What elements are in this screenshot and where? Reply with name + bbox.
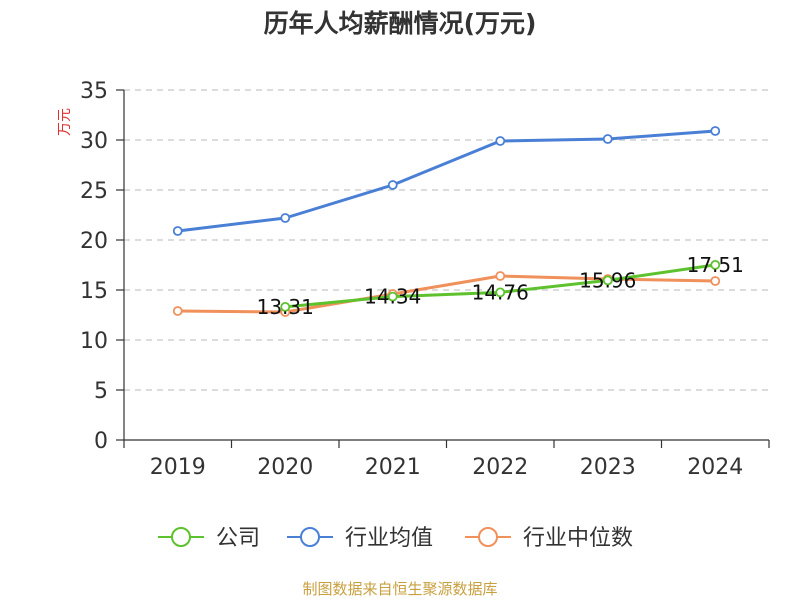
point-s1-2020[interactable] [280, 213, 291, 223]
y-tick-label-35: 35 [80, 79, 108, 104]
data-label-2020: 13.31 [257, 295, 314, 319]
point-s0-2022[interactable] [495, 287, 506, 298]
point-s2-2024[interactable] [710, 276, 721, 286]
y-tick-label-15: 15 [80, 279, 108, 304]
y-tick-label-0: 0 [94, 429, 108, 454]
data-labels: 13.31 14.34 14.76 15.96 17.51 [257, 253, 744, 319]
point-s1-2023[interactable] [602, 134, 613, 144]
legend-label-1: 行业均值 [345, 526, 433, 551]
grid-lines [124, 89, 769, 391]
point-s1-2022[interactable] [495, 136, 506, 146]
x-tick-label-2019: 2019 [150, 455, 206, 480]
point-s0-2021[interactable] [387, 291, 398, 302]
data-label-2023: 15.96 [579, 268, 636, 292]
legend-label-2: 行业中位数 [523, 526, 633, 551]
point-s1-2021[interactable] [387, 180, 398, 190]
data-label-2024: 17.51 [687, 253, 744, 277]
legend-item-2[interactable]: 行业中位数 [465, 526, 633, 551]
point-s0-2023[interactable] [602, 275, 613, 286]
legend-marker-2 [478, 527, 498, 547]
chart-title: 历年人均薪酬情况(万元) [264, 9, 537, 38]
point-s1-2019[interactable] [172, 226, 183, 236]
x-tick-label-2022: 2022 [472, 455, 528, 480]
series-line-2 [177, 274, 716, 314]
series-line-1 [177, 129, 716, 233]
y-tick-label-30: 30 [80, 129, 108, 154]
point-s1-2024[interactable] [710, 126, 721, 136]
y-axis-label: 万元 [57, 108, 73, 136]
point-s0-2020[interactable] [280, 301, 291, 312]
x-tick-label-2020: 2020 [257, 455, 313, 480]
y-tick-label-10: 10 [80, 329, 108, 354]
y-tick-label-5: 5 [94, 379, 108, 404]
point-s0-2024[interactable] [710, 259, 721, 270]
source-note: 制图数据来自恒生聚源数据库 [302, 580, 497, 598]
y-tick-label-25: 25 [80, 179, 108, 204]
legend-item-0[interactable]: 公司 [158, 526, 260, 551]
x-tick-label-2023: 2023 [580, 455, 636, 480]
legend-marker-1 [300, 527, 320, 547]
legend-marker-0 [171, 527, 191, 547]
legend-item-1[interactable]: 行业均值 [287, 526, 433, 551]
x-tick-label-2021: 2021 [365, 455, 421, 480]
series [172, 126, 721, 317]
x-tick-label-2024: 2024 [687, 455, 743, 480]
data-label-2022: 14.76 [472, 280, 529, 304]
legend[interactable]: 公司 行业均值 行业中位数 [158, 526, 633, 551]
point-s2-2022[interactable] [495, 271, 506, 281]
axes: 0 5 10 15 20 25 30 35 2019 2020 2021 2022 2023 2024 [80, 79, 770, 480]
legend-label-0: 公司 [216, 526, 260, 551]
point-s2-2019[interactable] [172, 306, 183, 316]
data-label-2021: 14.34 [364, 285, 421, 309]
y-tick-label-20: 20 [80, 229, 108, 254]
